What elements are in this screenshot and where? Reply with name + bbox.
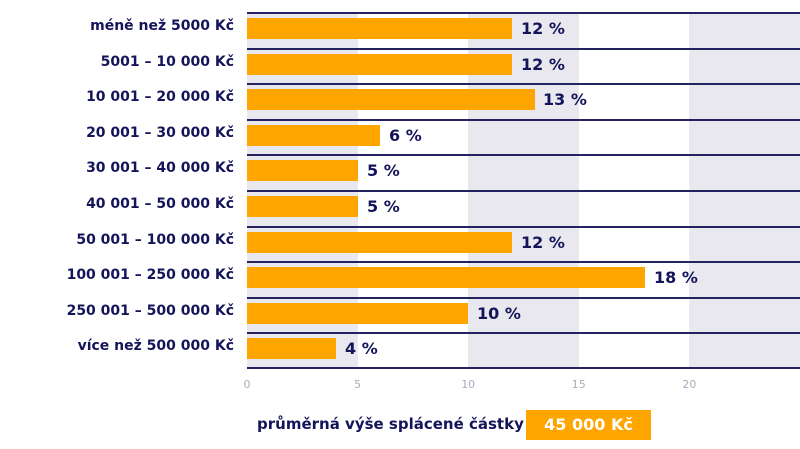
bar xyxy=(247,302,469,324)
category-label: méně než 5000 Kč xyxy=(90,18,234,34)
bar-row: 12 % xyxy=(247,47,800,84)
bar xyxy=(247,267,646,289)
row-separator xyxy=(247,225,800,228)
row-separator xyxy=(247,296,800,299)
row-separator xyxy=(247,12,800,14)
bar xyxy=(247,89,535,111)
value-label: 13 % xyxy=(543,90,587,110)
category-label: 100 001 – 250 000 Kč xyxy=(66,267,234,283)
category-label: 250 001 – 500 000 Kč xyxy=(66,303,234,319)
bar-row: 18 % xyxy=(247,261,800,297)
bar-row: 5 % xyxy=(247,154,800,190)
category-label: 5001 – 10 000 Kč xyxy=(100,54,234,70)
bar-row: 10 % xyxy=(247,296,800,333)
row-separator xyxy=(247,83,800,86)
x-tick-label: 15 xyxy=(571,378,586,391)
bar xyxy=(247,53,513,75)
row-separator xyxy=(247,154,800,157)
x-tick-label: 10 xyxy=(461,378,476,391)
value-label: 4 % xyxy=(345,339,378,359)
axis-baseline xyxy=(247,367,800,369)
bar-row: 12 % xyxy=(247,12,800,48)
average-amount-label: průměrná výše splácené částky xyxy=(257,415,524,433)
value-label: 10 % xyxy=(477,303,521,323)
bar-row: 6 % xyxy=(247,118,800,155)
row-separator xyxy=(247,47,800,50)
row-separator xyxy=(247,332,800,335)
bar-row: 13 % xyxy=(247,83,800,119)
bar-row: 12 % xyxy=(247,225,800,262)
category-label: více než 500 000 Kč xyxy=(77,338,234,354)
x-tick-label: 20 xyxy=(682,378,697,391)
x-tick-label: 5 xyxy=(354,378,362,391)
plot-area: 12 % 12 % 13 % 6 % 5 % 5 % 12 % 18 % 10 xyxy=(247,12,800,369)
value-label: 5 % xyxy=(367,161,400,181)
bar xyxy=(247,196,358,217)
bar xyxy=(247,231,513,253)
average-amount-value: 45 000 Kč xyxy=(526,410,651,440)
bar-row: 5 % xyxy=(247,190,800,226)
row-separator xyxy=(247,190,800,192)
bar xyxy=(247,338,336,360)
bar-row: 4 % xyxy=(247,332,800,368)
bar xyxy=(247,18,513,39)
category-label: 50 001 – 100 000 Kč xyxy=(76,232,234,248)
bar xyxy=(247,160,358,182)
value-label: 6 % xyxy=(389,125,422,145)
row-separator xyxy=(247,261,800,264)
category-label: 40 001 – 50 000 Kč xyxy=(86,196,234,212)
row-separator xyxy=(247,118,800,121)
category-label: 10 001 – 20 000 Kč xyxy=(86,89,234,105)
value-label: 12 % xyxy=(521,54,565,74)
value-label: 12 % xyxy=(521,232,565,252)
category-label: 30 001 – 40 000 Kč xyxy=(86,160,234,176)
value-label: 18 % xyxy=(654,268,698,288)
x-tick-label: 0 xyxy=(243,378,251,391)
value-label: 5 % xyxy=(367,197,400,216)
category-label: 20 001 – 30 000 Kč xyxy=(86,125,234,141)
bar xyxy=(247,124,380,146)
value-label: 12 % xyxy=(521,19,565,38)
